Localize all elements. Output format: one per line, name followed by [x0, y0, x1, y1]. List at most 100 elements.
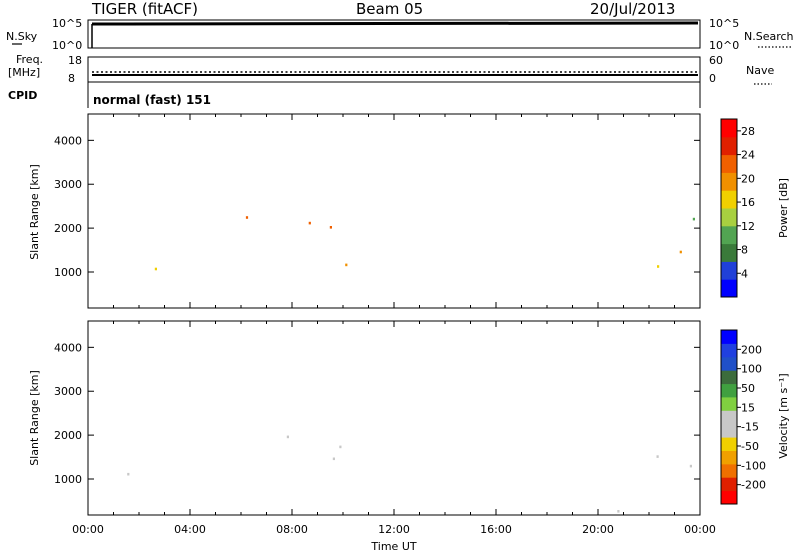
colorbar-tick-label: 15 [741, 401, 755, 414]
colorbar-swatch [721, 396, 737, 411]
heatmap-cell [308, 221, 311, 225]
y-tick-label: 2000 [54, 222, 82, 235]
colorbar-swatch [721, 477, 737, 492]
y-tick-label: 1000 [54, 473, 82, 486]
y-tick-label: 3000 [54, 178, 82, 191]
colorbar-tick-label: -200 [741, 479, 766, 492]
heatmap-cell [679, 250, 682, 254]
power-cells [154, 216, 695, 271]
colorbar-tick-label: 100 [741, 363, 762, 376]
heatmap-cell [245, 216, 249, 219]
y-tick-label: 4000 [54, 341, 82, 354]
velocity-y-label: Slant Range [km] [28, 370, 41, 466]
radar-name: TIGER (fitACF) [91, 0, 198, 18]
x-tick-label: 04:00 [174, 523, 206, 536]
freq-panel: Freq. [MHz] 18 8 60 0 Nave [8, 53, 774, 85]
colorbar-tick-label: 20 [741, 172, 755, 185]
power-panel: 1000 2000 3000 4000 Slant Range [km] [28, 113, 701, 309]
colorbar-swatch [721, 450, 737, 465]
colorbar-swatch [721, 136, 737, 156]
colorbar-swatch [721, 279, 737, 298]
nsky-tick-bottom: 10^0 [52, 39, 82, 52]
nsky-tick-top: 10^5 [52, 17, 82, 30]
velocity-y-ticks: 1000 2000 3000 4000 [54, 341, 700, 486]
heatmap-cell [657, 265, 660, 268]
nsky-trace [91, 21, 699, 26]
heatmap-cell [339, 445, 342, 449]
nsky-label: N.Sky [6, 30, 38, 43]
x-tick-label: 20:00 [582, 523, 614, 536]
velocity-colorbar: -200 -100 -50 -15 15 50 100 200 Velocity [m s⁻¹… [720, 329, 790, 505]
nave-tick-top: 60 [709, 54, 723, 67]
heatmap-cell [692, 217, 695, 221]
velocity-x-ticks: 00:00 04:00 08:00 12:00 16:00 20:00 00:00 [72, 321, 716, 536]
cpid-label: CPID [8, 89, 37, 102]
y-tick-label: 2000 [54, 429, 82, 442]
colorbar-swatch [721, 410, 737, 425]
cpid-panel: CPID normal (fast) 151 [8, 82, 701, 108]
colorbar-swatch [721, 490, 737, 505]
colorbar-tick-label: -50 [741, 440, 759, 453]
power-x-ticks [87, 114, 701, 308]
freq-tick-bottom: 8 [68, 72, 75, 85]
nave-label: Nave [746, 64, 774, 77]
nsearch-label: N.Search [744, 30, 794, 43]
cpid-value: normal (fast) 151 [93, 93, 211, 107]
x-tick-label: 12:00 [378, 523, 410, 536]
freq-unit: [MHz] [8, 66, 40, 79]
colorbar-tick-label: 16 [741, 196, 755, 209]
freq-label: Freq. [16, 53, 43, 66]
colorbar-tick-label: 8 [741, 244, 748, 257]
x-tick-label: 16:00 [480, 523, 512, 536]
nsky-panel: N.Sky 10^5 10^0 10^5 10^0 N.Search [6, 17, 794, 52]
velocity-colorbar-cells [721, 330, 737, 505]
colorbar-swatch [721, 463, 737, 478]
heatmap-cell [127, 472, 130, 476]
colorbar-swatch [721, 383, 737, 398]
y-tick-label: 3000 [54, 385, 82, 398]
colorbar-swatch [721, 190, 737, 209]
heatmap-cell [656, 455, 659, 458]
velocity-panel: 1000 2000 3000 4000 00:00 04:00 08:00 12:00 16:… [28, 320, 716, 553]
heatmap-cell [689, 464, 692, 468]
nave-tick-bottom: 0 [709, 72, 716, 85]
date-label: 20/Jul/2013 [590, 0, 675, 18]
nsearch-tick-top: 10^5 [709, 17, 739, 30]
colorbar-swatch [721, 172, 737, 191]
colorbar-tick-label: 12 [741, 220, 755, 233]
power-colorbar-cells [721, 119, 737, 298]
colorbar-swatch [721, 208, 737, 227]
colorbar-tick-label: 200 [741, 343, 762, 356]
power-colorbar-ticks: 4 8 12 16 20 24 28 [737, 125, 755, 280]
colorbar-tick-label: 50 [741, 382, 755, 395]
colorbar-swatch [721, 225, 737, 245]
power-colorbar: 4 8 12 16 20 24 28 Power [dB] [720, 118, 790, 298]
colorbar-tick-label: -100 [741, 459, 766, 472]
power-y-label: Slant Range [km] [28, 164, 41, 260]
x-tick-label: 08:00 [276, 523, 308, 536]
power-y-ticks: 1000 2000 3000 4000 [54, 134, 700, 279]
colorbar-tick-label: 4 [741, 267, 748, 280]
beam-label: Beam 05 [356, 0, 423, 18]
freq-tick-top: 18 [68, 54, 82, 67]
heatmap-cell [617, 510, 620, 513]
heatmap-cell [345, 263, 348, 267]
y-tick-label: 4000 [54, 134, 82, 147]
colorbar-swatch [721, 343, 737, 358]
colorbar-tick-label: 24 [741, 149, 755, 162]
x-axis-label: Time UT [370, 540, 416, 553]
nsearch-tick-bottom: 10^0 [709, 39, 739, 52]
velocity-cells [127, 435, 692, 513]
colorbar-swatch [721, 423, 737, 438]
y-tick-label: 1000 [54, 266, 82, 279]
colorbar-swatch [721, 243, 737, 262]
velocity-colorbar-label: Velocity [m s⁻¹] [777, 373, 790, 458]
colorbar-swatch [721, 119, 737, 138]
colorbar-swatch [721, 261, 737, 280]
velocity-colorbar-ticks: -200 -100 -50 -15 15 50 100 200 [737, 343, 766, 492]
colorbar-swatch [721, 370, 737, 385]
heatmap-cell [286, 435, 289, 439]
heatmap-cell [154, 267, 157, 271]
colorbar-swatch [721, 356, 737, 371]
